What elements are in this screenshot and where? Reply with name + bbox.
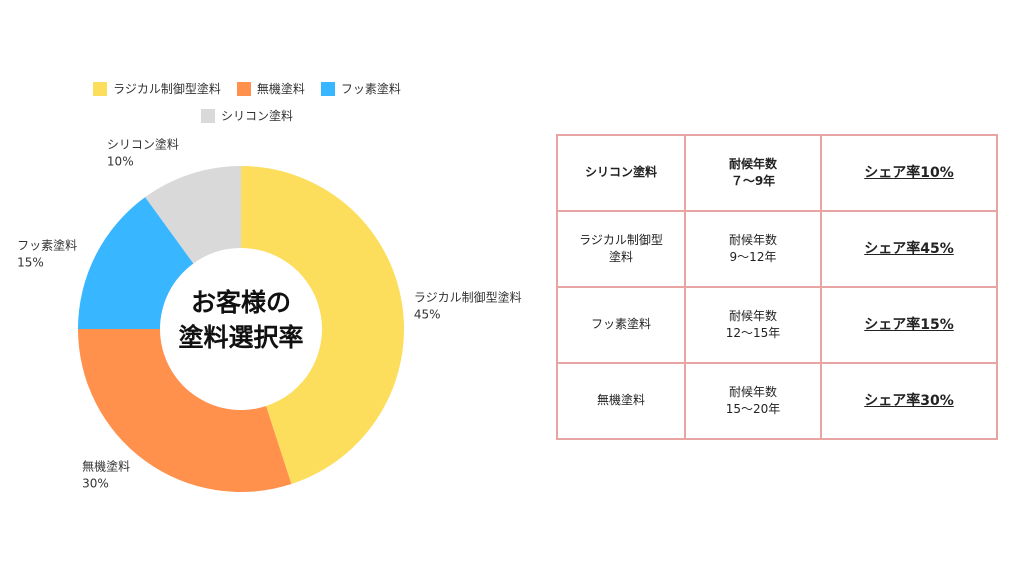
legend-label: 無機塗料 xyxy=(256,82,305,96)
durability-label: 耐候年数 xyxy=(728,308,777,323)
share-cell: シェア率45% xyxy=(820,210,998,288)
paint-name: ラジカル制御型塗料 xyxy=(579,232,663,264)
center-title-line-2: 塗料選択率 xyxy=(178,323,303,352)
legend-swatch xyxy=(93,81,108,96)
durability-cell: 耐候年数 12～15年 xyxy=(684,286,822,364)
durability-years: 15～20年 xyxy=(725,402,781,416)
donut-slice xyxy=(78,329,292,492)
durability-years: 12～15年 xyxy=(725,326,781,340)
slice-category: ラジカル制御型塗料 xyxy=(414,290,522,305)
donut-slice xyxy=(78,197,194,329)
center-title-line-1: お客様の xyxy=(191,288,291,317)
legend-swatch xyxy=(236,81,251,96)
slice-value: 30% xyxy=(82,477,109,491)
table-row: シリコン塗料 耐候年数 ７～9年 シェア率10% xyxy=(556,134,998,212)
table-row: ラジカル制御型塗料 耐候年数 9～12年 シェア率45% xyxy=(556,210,998,288)
paint-name-cell: ラジカル制御型塗料 xyxy=(556,210,686,288)
legend-item: ラジカル制御型塗料 xyxy=(93,80,221,97)
legend-swatch xyxy=(200,108,215,123)
slice-label: ラジカル制御型塗料 45% xyxy=(414,290,522,322)
share-value: シェア率10% xyxy=(864,164,954,181)
legend-item: シリコン塗料 xyxy=(200,107,293,124)
paint-share-table: シリコン塗料 耐候年数 ７～9年 シェア率10% ラジカル制御型塗料 耐候年数 … xyxy=(556,134,998,440)
slice-label: シリコン塗料 10% xyxy=(107,137,179,169)
slice-value: 10% xyxy=(107,155,134,169)
chart-legend: ラジカル制御型塗料 無機塗料 フッ素塗料 シリコン塗料 xyxy=(82,80,412,124)
table-row: フッ素塗料 耐候年数 12～15年 シェア率15% xyxy=(556,286,998,364)
share-value: シェア率30% xyxy=(864,392,954,409)
donut-slices xyxy=(78,166,405,492)
durability-cell: 耐候年数 15～20年 xyxy=(684,362,822,440)
durability-label: 耐候年数 xyxy=(728,156,777,171)
durability-cell: 耐候年数 9～12年 xyxy=(684,210,822,288)
share-cell: シェア率15% xyxy=(820,286,998,364)
paint-name-cell: フッ素塗料 xyxy=(556,286,686,364)
durability-label: 耐候年数 xyxy=(728,232,777,247)
share-value: シェア率45% xyxy=(864,240,954,257)
slice-value: 15% xyxy=(17,256,44,270)
share-cell: シェア率30% xyxy=(820,362,998,440)
share-cell: シェア率10% xyxy=(820,134,998,212)
slice-category: フッ素塗料 xyxy=(17,238,77,253)
slice-category: シリコン塗料 xyxy=(107,137,179,152)
share-value: シェア率15% xyxy=(864,316,954,333)
slice-label: フッ素塗料 15% xyxy=(17,238,77,270)
legend-label: シリコン塗料 xyxy=(220,109,293,123)
legend-label: ラジカル制御型塗料 xyxy=(113,82,221,96)
durability-years: 9～12年 xyxy=(729,250,777,264)
paint-name-cell: シリコン塗料 xyxy=(556,134,686,212)
durability-label: 耐候年数 xyxy=(728,384,777,399)
slice-labels: ラジカル制御型塗料 45% 無機塗料 30% フッ素塗料 15% シリコン塗料 10% xyxy=(17,137,522,491)
donut-slice xyxy=(145,166,241,264)
slice-label: 無機塗料 30% xyxy=(82,459,130,491)
paint-name-cell: 無機塗料 xyxy=(556,362,686,440)
legend-swatch xyxy=(320,81,335,96)
slice-value: 45% xyxy=(414,308,441,322)
legend-item: フッ素塗料 xyxy=(320,80,401,97)
donut-slice xyxy=(241,166,405,485)
durability-years: ７～9年 xyxy=(730,174,776,188)
table-row: 無機塗料 耐候年数 15～20年 シェア率30% xyxy=(556,362,998,440)
durability-cell: 耐候年数 ７～9年 xyxy=(684,134,822,212)
slice-category: 無機塗料 xyxy=(82,459,130,474)
legend-item: 無機塗料 xyxy=(236,80,305,97)
legend-label: フッ素塗料 xyxy=(340,82,401,96)
